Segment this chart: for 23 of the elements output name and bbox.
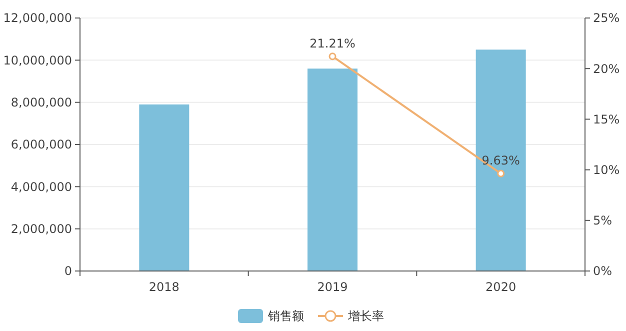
- legend-label: 销售额: [267, 309, 304, 324]
- y-tick-label: 6,000,000: [10, 138, 72, 152]
- x-tick-label: 2020: [486, 280, 516, 294]
- y-tick-label: 2,000,000: [10, 222, 72, 236]
- y2-tick-label: 10%: [593, 163, 620, 177]
- y-tick-label: 0: [64, 264, 72, 278]
- y2-tick-label: 25%: [593, 11, 620, 26]
- x-tick-label: 2018: [148, 280, 180, 294]
- y2-tick-label: 5%: [593, 214, 612, 228]
- x-tick-label: 2019: [317, 280, 348, 294]
- data-label: 9.63%: [482, 154, 520, 168]
- y-tick-label: 12,000,000: [3, 11, 72, 26]
- bar: [476, 50, 526, 271]
- y2-tick-label: 0%: [593, 264, 612, 278]
- y-tick-label: 8,000,000: [10, 96, 72, 110]
- y2-tick-label: 20%: [593, 62, 620, 76]
- y-tick-label: 4,000,000: [10, 180, 72, 194]
- legend-label: 增长率: [347, 309, 384, 324]
- y-tick-label: 10,000,000: [3, 53, 72, 68]
- y2-tick-label: 15%: [593, 112, 620, 126]
- bar: [308, 68, 358, 271]
- bar: [139, 104, 190, 271]
- data-label: 21.21%: [310, 36, 356, 50]
